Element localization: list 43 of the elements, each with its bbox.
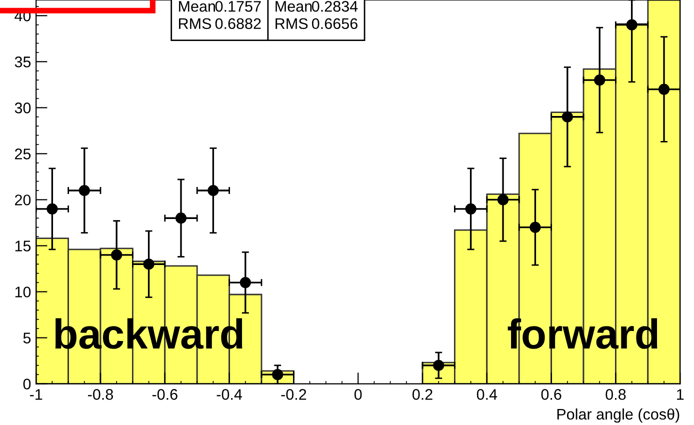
point	[46, 203, 58, 214]
y-tick-label: 5	[23, 332, 31, 344]
annotation: Mean	[276, 1, 312, 12]
annotation: RMS	[276, 18, 308, 30]
point	[626, 19, 638, 30]
point	[658, 84, 670, 95]
x-axis-title: Polar angle (cosθ)	[557, 408, 680, 423]
y-tick-label: 30	[14, 102, 31, 114]
annotation: 0.6656	[312, 18, 358, 30]
x-tick-label: -0.2	[281, 389, 306, 400]
x-tick-label: 1	[677, 389, 684, 400]
x-tick-label: 0.2	[412, 389, 432, 400]
x-tick-label: 0.4	[476, 389, 498, 400]
annotation: Mean	[179, 1, 215, 12]
point	[530, 222, 541, 233]
x-tick-label: -0.4	[216, 389, 242, 400]
annotation: 0.1757	[215, 0, 261, 12]
point	[175, 212, 187, 224]
annotation: RMS	[179, 18, 212, 30]
x-tick-label: 0.8	[606, 389, 626, 400]
annotation: 0.6882	[215, 18, 261, 30]
point	[562, 111, 573, 122]
y-tick-label: 0	[23, 378, 31, 390]
point	[594, 74, 606, 86]
point	[78, 184, 90, 196]
point	[143, 258, 154, 270]
y-tick-label: 25	[15, 148, 31, 160]
x-tick-label: -0.6	[152, 389, 178, 400]
point	[111, 249, 122, 260]
y-tick-label: 20	[15, 194, 31, 206]
point	[465, 203, 476, 214]
x-tick-label: 0.6	[541, 389, 562, 400]
x-tick-label: -0.8	[88, 389, 113, 400]
y-tick-label: 10	[15, 286, 31, 298]
x-tick-label: 0	[354, 389, 362, 400]
y-tick-label: 15	[15, 240, 31, 252]
point	[208, 184, 219, 196]
point	[433, 360, 444, 371]
y-tick-label: 35	[14, 56, 31, 68]
point	[497, 194, 509, 206]
annotation: 0.2834	[312, 0, 358, 12]
point	[240, 276, 251, 288]
x-tick-label: -1	[30, 389, 42, 400]
